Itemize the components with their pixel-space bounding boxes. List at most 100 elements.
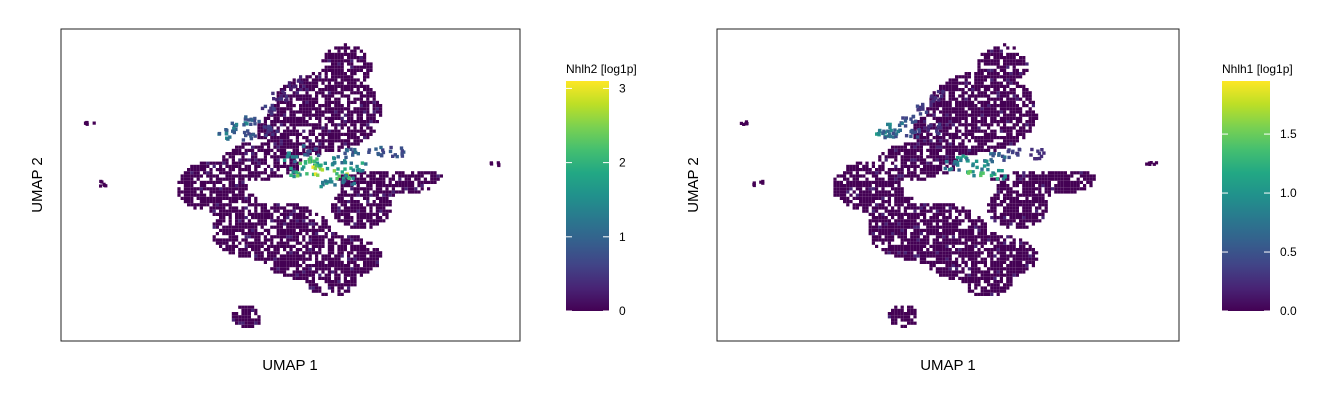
- cell-bin: [871, 174, 875, 178]
- cell-bin: [999, 91, 1003, 95]
- cell-bin: [327, 251, 331, 255]
- cell-bin: [993, 276, 997, 280]
- cell-bin: [299, 209, 303, 213]
- cell-bin: [974, 254, 978, 258]
- cell-bin: [1041, 193, 1045, 197]
- cell-bin: [951, 142, 955, 146]
- cell-bin: [375, 260, 379, 264]
- expression-bin: [975, 165, 979, 170]
- expression-bin: [287, 151, 291, 155]
- cell-bin: [260, 241, 264, 245]
- cell-bin: [337, 62, 341, 66]
- cell-bin: [388, 200, 392, 204]
- cell-bin: [327, 52, 331, 56]
- cell-bin: [1019, 174, 1023, 178]
- cell-bin: [993, 91, 997, 95]
- cell-bin: [212, 206, 216, 210]
- cell-bin: [999, 100, 1003, 104]
- cell-bin: [855, 180, 859, 184]
- cell-bin: [235, 174, 239, 178]
- cell-bin: [372, 174, 376, 178]
- cell-bin: [919, 158, 923, 162]
- cell-bin: [318, 72, 322, 76]
- cell-bin: [235, 238, 239, 242]
- cell-bin: [356, 187, 360, 191]
- cell-bin: [254, 244, 258, 248]
- cell-bin: [1009, 235, 1013, 239]
- cell-bin: [967, 139, 971, 143]
- cell-bin: [183, 200, 187, 204]
- cell-bin: [887, 184, 891, 188]
- cell-bin: [977, 148, 981, 152]
- cell-bin: [1003, 283, 1007, 287]
- cell-bin: [977, 283, 981, 287]
- cell-bin: [292, 104, 296, 108]
- cell-bin: [193, 190, 197, 194]
- cell-bin: [907, 171, 911, 175]
- cell-bin: [897, 187, 901, 191]
- cell-bin: [987, 267, 991, 271]
- cell-bin: [263, 171, 267, 175]
- cell-bin: [391, 190, 395, 194]
- cell-bin: [382, 203, 386, 207]
- cell-bin: [321, 68, 325, 72]
- cell-bin: [990, 84, 994, 88]
- cell-bin: [923, 142, 927, 146]
- cell-bin: [199, 200, 203, 204]
- cell-bin: [366, 219, 370, 223]
- cell-bin: [974, 260, 978, 264]
- cell-bin: [903, 209, 907, 213]
- cell-bin: [222, 225, 226, 229]
- cell-bin: [324, 68, 328, 72]
- cell-bin: [299, 104, 303, 108]
- cell-bin: [977, 88, 981, 92]
- cell-bin: [1015, 116, 1019, 120]
- cell-bin: [391, 177, 395, 181]
- cell-bin: [350, 241, 354, 245]
- cell-bin: [273, 174, 277, 178]
- cell-bin: [881, 196, 885, 200]
- cell-bin: [929, 107, 933, 111]
- cell-bin: [897, 174, 901, 178]
- cell-bin: [958, 254, 962, 258]
- cell-bin: [967, 113, 971, 117]
- cell-bin: [894, 318, 898, 322]
- expression-bin: [936, 124, 941, 129]
- cell-bin: [254, 203, 258, 207]
- cell-bin: [302, 113, 306, 117]
- cell-bin: [315, 110, 319, 114]
- cell-bin: [321, 81, 325, 85]
- expression-bin: [232, 126, 236, 131]
- cell-bin: [932, 254, 936, 258]
- cell-bin: [369, 254, 373, 258]
- cell-bin: [1009, 120, 1013, 124]
- cell-bin: [907, 238, 911, 242]
- cell-bin: [299, 97, 303, 101]
- cell-bin: [1006, 209, 1010, 213]
- cell-bin: [942, 225, 946, 229]
- cell-bin: [1038, 177, 1042, 181]
- cell-bin: [977, 129, 981, 133]
- cell-bin: [283, 222, 287, 226]
- cell-bin: [919, 139, 923, 143]
- cell-bin: [999, 187, 1003, 191]
- cell-bin: [887, 174, 891, 178]
- cell-bin: [334, 129, 338, 133]
- cell-bin: [923, 254, 927, 258]
- cell-bin: [1019, 72, 1023, 76]
- cell-bin: [910, 155, 914, 159]
- cell-bin: [990, 235, 994, 239]
- cell-bin: [987, 62, 991, 66]
- cell-bin: [836, 184, 840, 188]
- cell-bin: [1028, 171, 1032, 175]
- cell-bin: [347, 110, 351, 114]
- cell-bin: [260, 225, 264, 229]
- cell-bin: [1003, 88, 1007, 92]
- cell-bin: [907, 305, 911, 309]
- cell-bin: [945, 228, 949, 232]
- cell-bin: [1006, 84, 1010, 88]
- cell-bin: [891, 155, 895, 159]
- cell-bin: [1028, 184, 1032, 188]
- cell-bin: [919, 155, 923, 159]
- cell-bin: [356, 142, 360, 146]
